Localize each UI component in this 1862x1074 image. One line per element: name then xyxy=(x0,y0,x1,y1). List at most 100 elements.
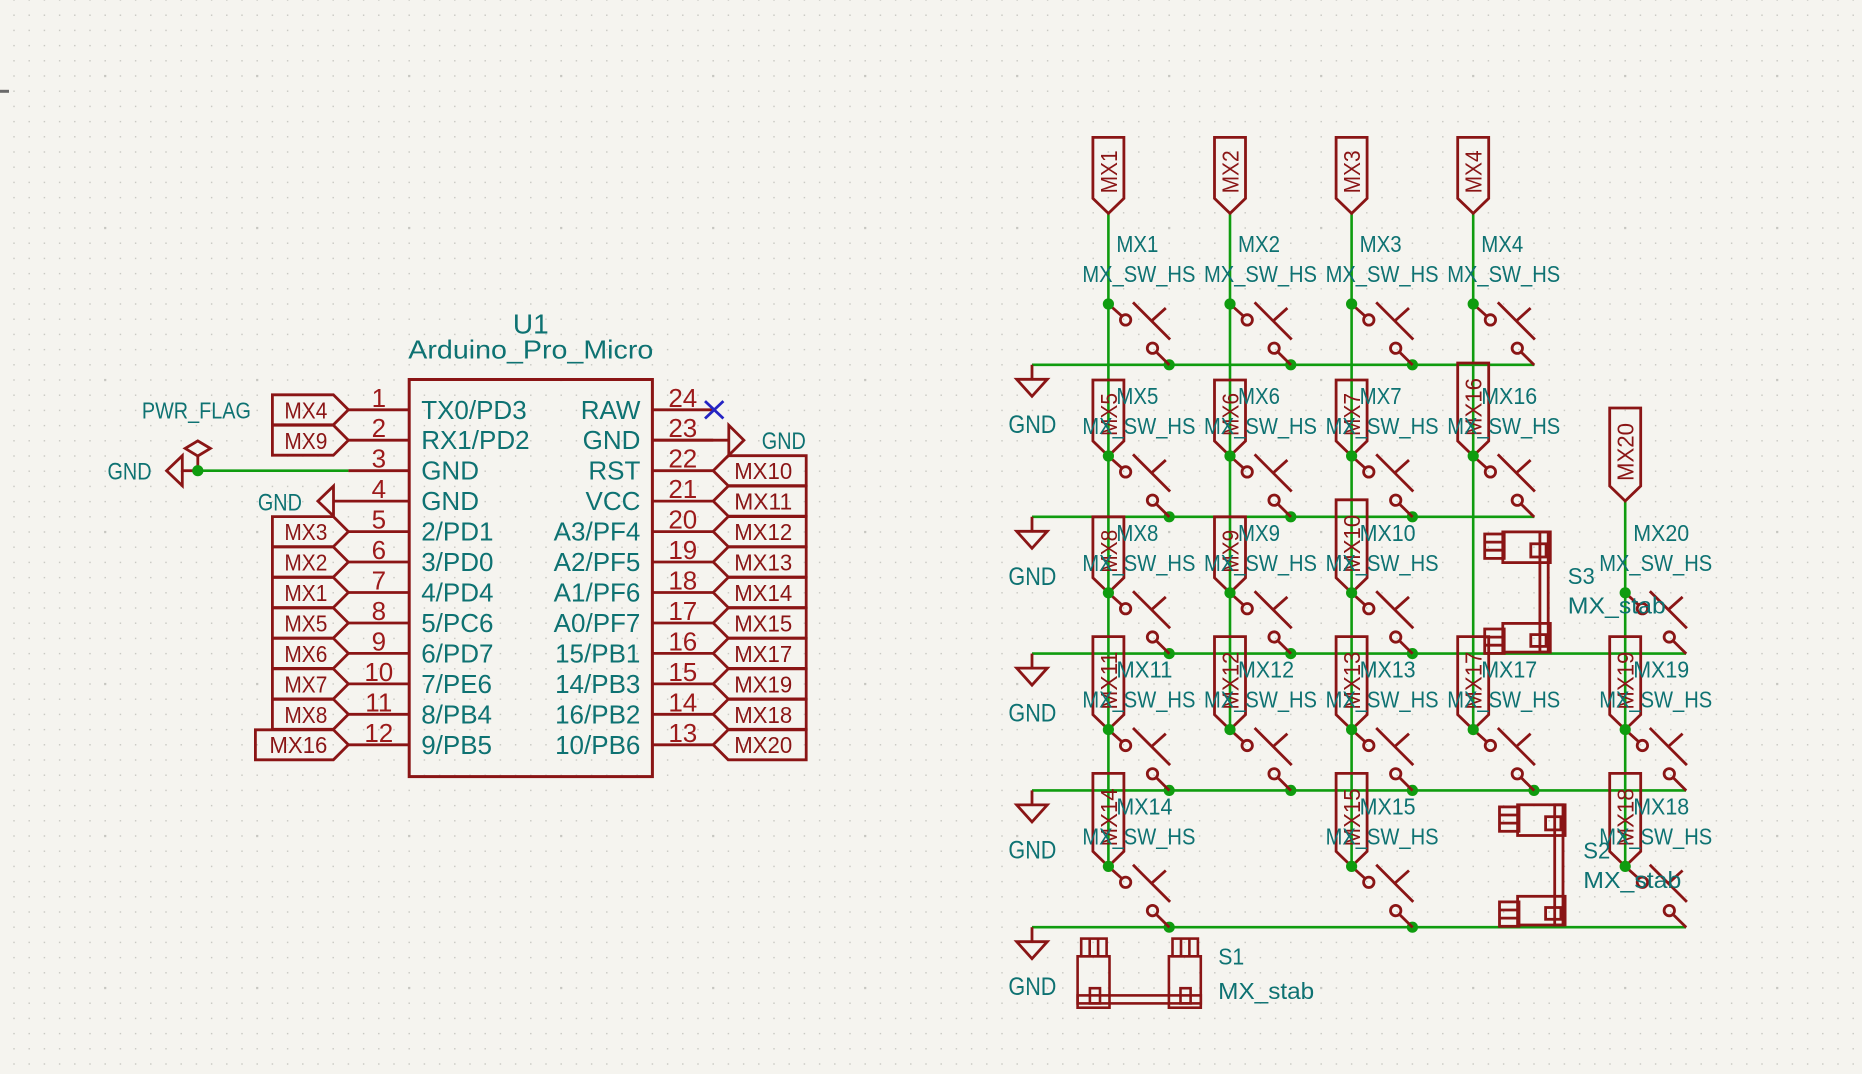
svg-text:MX17: MX17 xyxy=(734,641,792,667)
svg-text:MX_SW_HS: MX_SW_HS xyxy=(1599,550,1712,576)
svg-text:MX_SW_HS: MX_SW_HS xyxy=(1326,413,1439,439)
svg-text:RX1/PD2: RX1/PD2 xyxy=(421,425,529,455)
svg-text:MX_SW_HS: MX_SW_HS xyxy=(1447,687,1560,713)
svg-text:MX12: MX12 xyxy=(1218,652,1244,710)
svg-text:MX15: MX15 xyxy=(1360,793,1416,819)
svg-text:16/PB2: 16/PB2 xyxy=(555,699,640,729)
svg-text:MX6: MX6 xyxy=(1218,393,1244,436)
svg-text:MX_SW_HS: MX_SW_HS xyxy=(1204,413,1317,439)
svg-text:MX18: MX18 xyxy=(1613,788,1639,846)
svg-text:2/PD1: 2/PD1 xyxy=(421,517,493,547)
svg-text:23: 23 xyxy=(668,413,697,443)
svg-text:MX1: MX1 xyxy=(1096,150,1122,193)
svg-text:GND: GND xyxy=(421,486,479,516)
svg-text:GND: GND xyxy=(1008,411,1056,439)
svg-text:VCC: VCC xyxy=(585,486,640,516)
svg-text:MX15: MX15 xyxy=(734,611,792,637)
svg-text:16: 16 xyxy=(668,626,697,656)
svg-text:8/PB4: 8/PB4 xyxy=(421,699,492,729)
svg-text:MX_SW_HS: MX_SW_HS xyxy=(1204,261,1317,287)
svg-text:MX2: MX2 xyxy=(284,550,327,576)
svg-text:MX_SW_HS: MX_SW_HS xyxy=(1326,261,1439,287)
svg-text:MX13: MX13 xyxy=(1339,652,1365,710)
svg-text:MX_SW_HS: MX_SW_HS xyxy=(1204,550,1317,576)
svg-text:MX20: MX20 xyxy=(1613,423,1639,481)
svg-text:MX_SW_HS: MX_SW_HS xyxy=(1447,413,1560,439)
svg-text:MX_SW_HS: MX_SW_HS xyxy=(1204,687,1317,713)
svg-text:19: 19 xyxy=(668,535,697,565)
svg-text:24: 24 xyxy=(668,383,697,413)
svg-text:7/PE6: 7/PE6 xyxy=(421,669,492,699)
svg-text:MX9: MX9 xyxy=(284,428,327,454)
svg-text:14/PB3: 14/PB3 xyxy=(555,669,640,699)
svg-text:MX19: MX19 xyxy=(1633,657,1689,683)
svg-text:MX20: MX20 xyxy=(734,732,792,758)
svg-text:MX17: MX17 xyxy=(1481,657,1537,683)
svg-text:MX6: MX6 xyxy=(1238,383,1280,409)
svg-text:MX8: MX8 xyxy=(1096,530,1122,573)
svg-text:GND: GND xyxy=(108,459,152,486)
svg-text:MX14: MX14 xyxy=(1116,793,1172,819)
svg-text:MX12: MX12 xyxy=(734,519,792,545)
svg-text:MX_stab: MX_stab xyxy=(1218,978,1314,1004)
svg-text:TX0/PD3: TX0/PD3 xyxy=(421,395,527,425)
svg-text:MX18: MX18 xyxy=(1633,793,1689,819)
svg-text:MX2: MX2 xyxy=(1238,231,1280,257)
svg-text:MX1: MX1 xyxy=(284,580,327,606)
svg-text:MX7: MX7 xyxy=(1339,393,1365,436)
svg-text:MX1: MX1 xyxy=(1116,231,1158,257)
svg-text:15/PB1: 15/PB1 xyxy=(555,638,640,668)
svg-text:GND: GND xyxy=(258,490,302,517)
svg-text:MX7: MX7 xyxy=(284,671,327,697)
svg-text:MX17: MX17 xyxy=(1461,652,1487,710)
svg-text:MX_SW_HS: MX_SW_HS xyxy=(1082,413,1195,439)
svg-text:1: 1 xyxy=(372,383,386,413)
svg-text:22: 22 xyxy=(668,444,697,474)
svg-text:MX_SW_HS: MX_SW_HS xyxy=(1082,550,1195,576)
svg-text:MX12: MX12 xyxy=(1238,657,1294,683)
svg-text:MX7: MX7 xyxy=(1360,383,1402,409)
svg-text:S2: S2 xyxy=(1583,838,1610,864)
svg-text:4: 4 xyxy=(372,474,386,504)
svg-text:15: 15 xyxy=(668,657,697,687)
svg-text:GND: GND xyxy=(421,456,479,486)
svg-text:17: 17 xyxy=(668,596,697,626)
svg-text:MX_SW_HS: MX_SW_HS xyxy=(1082,261,1195,287)
svg-text:MX11: MX11 xyxy=(1116,657,1172,683)
svg-text:6/PD7: 6/PD7 xyxy=(421,638,493,668)
svg-text:MX4: MX4 xyxy=(284,397,327,423)
svg-text:MX13: MX13 xyxy=(1360,657,1416,683)
svg-text:MX_SW_HS: MX_SW_HS xyxy=(1326,823,1439,849)
svg-text:MX16: MX16 xyxy=(269,732,327,758)
svg-text:MX_SW_HS: MX_SW_HS xyxy=(1447,261,1560,287)
svg-text:S3: S3 xyxy=(1568,563,1595,589)
svg-text:9: 9 xyxy=(372,626,386,656)
svg-text:5/PC6: 5/PC6 xyxy=(421,608,493,638)
svg-text:MX11: MX11 xyxy=(734,489,792,515)
svg-text:U1: U1 xyxy=(513,309,549,340)
svg-text:MX_stab: MX_stab xyxy=(1568,593,1666,619)
svg-text:14: 14 xyxy=(668,687,697,717)
svg-text:A2/PF5: A2/PF5 xyxy=(554,547,641,577)
svg-text:S1: S1 xyxy=(1218,944,1244,970)
svg-text:GND: GND xyxy=(762,428,806,455)
svg-text:5: 5 xyxy=(372,505,386,535)
svg-text:8: 8 xyxy=(372,596,386,626)
svg-text:MX_SW_HS: MX_SW_HS xyxy=(1082,823,1195,849)
svg-text:MX5: MX5 xyxy=(1096,393,1122,436)
svg-text:Arduino_Pro_Micro: Arduino_Pro_Micro xyxy=(408,335,653,365)
svg-text:MX9: MX9 xyxy=(1218,530,1244,573)
svg-text:MX3: MX3 xyxy=(1339,150,1365,193)
svg-text:10/PB6: 10/PB6 xyxy=(555,730,640,760)
svg-text:MX14: MX14 xyxy=(734,580,792,606)
svg-text:MX5: MX5 xyxy=(284,611,327,637)
svg-text:MX4: MX4 xyxy=(1461,150,1487,193)
svg-text:MX8: MX8 xyxy=(284,702,327,728)
svg-text:GND: GND xyxy=(583,425,641,455)
svg-text:A0/PF7: A0/PF7 xyxy=(554,608,641,638)
svg-text:MX4: MX4 xyxy=(1481,231,1523,257)
svg-text:18: 18 xyxy=(668,566,697,596)
svg-text:RST: RST xyxy=(588,456,640,486)
svg-text:MX14: MX14 xyxy=(1096,788,1122,846)
svg-text:MX3: MX3 xyxy=(284,519,327,545)
